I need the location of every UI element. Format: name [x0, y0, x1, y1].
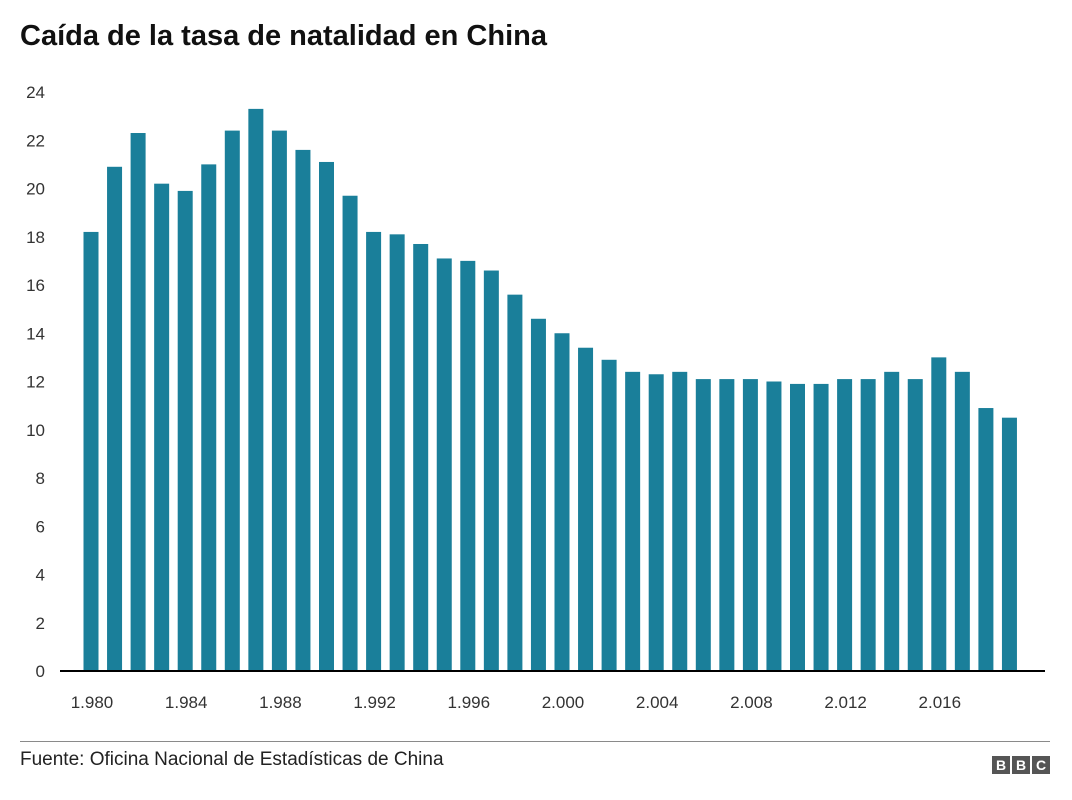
x-tick-label: 2.012	[824, 693, 867, 712]
bar-2001	[578, 347, 594, 671]
bar-2003	[625, 371, 641, 671]
x-tick-label: 1.980	[71, 693, 114, 712]
bar-1981	[107, 166, 123, 671]
bar-1984	[177, 190, 193, 671]
y-tick-label: 8	[36, 469, 45, 488]
x-tick-label: 1.992	[353, 693, 396, 712]
bar-1985	[201, 164, 217, 671]
x-tick-label: 2.008	[730, 693, 773, 712]
y-tick-label: 18	[26, 228, 45, 247]
y-tick-label: 16	[26, 276, 45, 295]
y-tick-label: 14	[26, 324, 45, 343]
y-tick-label: 2	[36, 614, 45, 633]
x-tick-label: 2.016	[919, 693, 962, 712]
y-tick-label: 12	[26, 373, 45, 392]
bar-2011	[813, 383, 829, 671]
bar-1996	[460, 260, 476, 671]
bbc-logo: B B C	[992, 756, 1050, 774]
bar-2014	[884, 371, 900, 671]
footer-divider	[20, 741, 1050, 742]
x-axis-ticks: 1.980 1.984 1.988 1.992 1.996 2.000 2.004 2.008…	[71, 693, 961, 712]
bar-1992	[366, 231, 382, 672]
bar-2006	[695, 379, 711, 671]
x-tick-label: 1.996	[448, 693, 491, 712]
bar-2012	[837, 379, 853, 671]
bar-2009	[766, 381, 782, 671]
logo-letter: B	[992, 756, 1010, 774]
bar-1989	[295, 149, 311, 671]
x-tick-label: 2.000	[542, 693, 585, 712]
y-tick-label: 4	[36, 566, 45, 585]
bar-2019	[1001, 417, 1017, 671]
y-tick-label: 0	[36, 662, 45, 681]
bar-1995	[436, 258, 452, 671]
bar-2002	[601, 359, 617, 671]
bar-2018	[978, 408, 994, 671]
bar-1997	[483, 270, 499, 671]
y-tick-label: 20	[26, 180, 45, 199]
bar-1999	[530, 318, 546, 671]
bar-1986	[224, 130, 240, 672]
x-tick-label: 1.988	[259, 693, 302, 712]
bar-2017	[954, 371, 970, 671]
bar-2005	[672, 371, 688, 671]
bar-1980	[83, 231, 99, 672]
bar-2008	[742, 379, 758, 671]
y-tick-label: 24	[26, 83, 45, 102]
bar-1990	[319, 161, 334, 671]
bar-1982	[130, 133, 146, 671]
y-tick-label: 10	[26, 421, 45, 440]
bar-1993	[389, 234, 405, 671]
y-tick-label: 6	[36, 517, 45, 536]
logo-letter: C	[1032, 756, 1050, 774]
bar-1983	[154, 183, 170, 672]
bar-1994	[413, 243, 429, 672]
y-tick-label: 22	[26, 131, 45, 150]
bar-2013	[860, 379, 876, 671]
bar-2010	[790, 383, 805, 671]
bar-2000	[554, 333, 570, 671]
chart-title: Caída de la tasa de natalidad en China	[20, 20, 547, 52]
bar-1998	[507, 294, 523, 671]
bar-1987	[248, 108, 264, 671]
bar-2015	[907, 379, 923, 671]
bar-1988	[271, 130, 287, 672]
x-tick-label: 2.004	[636, 693, 679, 712]
bar-2004	[648, 374, 664, 671]
logo-letter: B	[1012, 756, 1030, 774]
bar-2016	[931, 357, 947, 671]
source-note: Fuente: Oficina Nacional de Estadísticas…	[20, 749, 444, 770]
bar-1991	[342, 195, 358, 672]
x-tick-label: 1.984	[165, 693, 208, 712]
bars	[83, 108, 1017, 672]
bar-2007	[719, 379, 735, 671]
